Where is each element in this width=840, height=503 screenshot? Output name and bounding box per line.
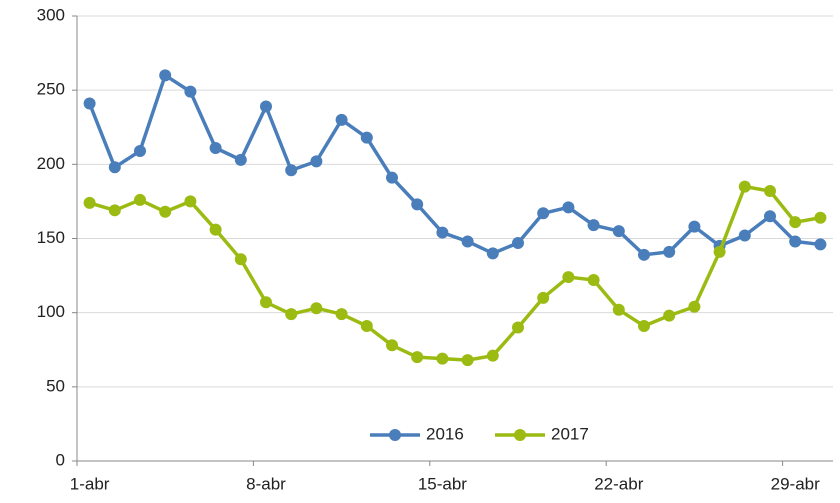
point <box>260 100 272 113</box>
x-tick-label: 8-abr <box>246 474 286 493</box>
series-line <box>89 184 821 362</box>
legend-label: 2017 <box>551 424 589 443</box>
point <box>764 210 776 223</box>
x-tick-label: 22-abr <box>594 474 643 493</box>
point <box>159 205 172 218</box>
point <box>209 223 222 236</box>
point <box>638 248 650 261</box>
point <box>612 225 625 238</box>
point <box>260 296 272 309</box>
point <box>537 291 550 304</box>
point <box>310 155 323 168</box>
legend-marker <box>389 429 401 441</box>
point <box>360 131 373 144</box>
point <box>108 204 121 217</box>
point <box>461 235 474 248</box>
x-tick-label: 15-abr <box>418 474 467 493</box>
point <box>436 226 449 239</box>
point <box>184 85 197 98</box>
point <box>814 238 827 251</box>
point <box>663 245 676 258</box>
legend-marker <box>514 429 526 441</box>
point <box>386 171 398 184</box>
point <box>688 300 701 313</box>
point <box>234 253 247 266</box>
y-tick-label: 150 <box>37 228 65 247</box>
point <box>587 274 600 287</box>
point <box>335 308 348 321</box>
point <box>360 320 373 333</box>
point <box>209 142 222 155</box>
point <box>486 247 499 260</box>
point <box>285 164 298 177</box>
y-tick-label: 50 <box>46 376 65 395</box>
y-tick-label: 100 <box>37 302 65 321</box>
point <box>562 271 575 284</box>
point <box>537 207 550 220</box>
point <box>612 303 625 316</box>
legend-label: 2016 <box>426 424 464 443</box>
point <box>713 245 726 258</box>
y-tick-label: 300 <box>37 5 65 24</box>
point <box>738 229 751 242</box>
point <box>562 201 575 214</box>
y-tick-label: 0 <box>56 450 65 469</box>
point <box>789 216 802 229</box>
point <box>386 339 398 352</box>
point <box>411 198 424 211</box>
point <box>512 236 524 249</box>
point <box>310 302 323 315</box>
point <box>789 235 802 248</box>
point <box>234 153 247 166</box>
x-tick-label: 1-abr <box>70 474 110 493</box>
point <box>108 161 121 174</box>
x-tick-label: 29-abr <box>771 474 820 493</box>
point <box>512 321 524 334</box>
point <box>764 185 776 198</box>
point <box>688 220 701 233</box>
point <box>411 351 424 364</box>
y-tick-label: 200 <box>37 154 65 173</box>
point <box>134 193 146 206</box>
point <box>436 352 449 365</box>
point <box>285 308 298 321</box>
point <box>159 69 172 82</box>
point <box>738 180 751 193</box>
point <box>184 195 197 208</box>
point <box>461 354 474 367</box>
series-line <box>87 73 821 257</box>
point <box>335 113 348 126</box>
point <box>83 196 96 209</box>
point <box>638 320 650 333</box>
point <box>663 309 676 322</box>
point <box>83 97 96 110</box>
point <box>587 219 600 232</box>
point <box>486 349 499 362</box>
point <box>814 211 827 224</box>
point <box>134 144 146 157</box>
y-tick-label: 250 <box>37 80 65 99</box>
